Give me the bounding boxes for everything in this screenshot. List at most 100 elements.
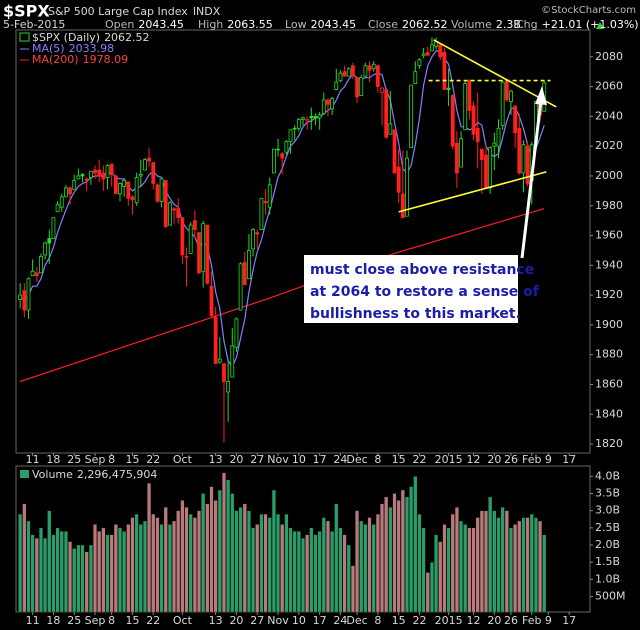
quote-label: Chg [516, 18, 538, 31]
candle-body [438, 44, 443, 58]
x-tick-label: 9 [545, 453, 552, 466]
candle-body [484, 154, 488, 189]
volume-bar [434, 534, 439, 613]
candle-body [247, 250, 251, 280]
volume-bar [342, 534, 347, 613]
volume-bar [180, 500, 185, 613]
candle-body [167, 202, 172, 226]
volume-bar [375, 513, 380, 613]
candle-body [271, 148, 276, 174]
x-tick-label: 13 [209, 614, 223, 627]
candle-body [380, 87, 384, 93]
volume-bar [542, 534, 547, 613]
volume-bar [321, 517, 326, 613]
volume-bar [147, 483, 152, 613]
volume-bar [450, 513, 455, 613]
candle-body [134, 177, 139, 204]
volume-bar [39, 527, 43, 613]
candle-body [359, 77, 364, 96]
candle-body [351, 65, 355, 77]
volume-bar [51, 534, 56, 613]
x-tick-label: 26 [504, 614, 518, 627]
x-tick-label: 22 [412, 614, 426, 627]
volume-bar [301, 537, 305, 613]
candle-body [51, 217, 56, 239]
volume-bar [409, 486, 414, 613]
candle-body [471, 105, 476, 135]
quote-value: 2043.45 [138, 18, 184, 31]
trendline [433, 39, 557, 108]
volume-bar [251, 527, 256, 613]
volume-bar [222, 472, 226, 613]
volume-bar [271, 489, 276, 613]
symbol: $SPX [3, 2, 50, 21]
candle-body [479, 148, 484, 160]
volume-bar [72, 548, 77, 613]
x-tick-label: Dec [346, 614, 367, 627]
quote-value: 2062.52 [402, 18, 448, 31]
volume-bar [255, 524, 260, 613]
volume-bar [63, 531, 68, 613]
x-tick-label: 17 [562, 614, 576, 627]
candle-body [409, 84, 414, 149]
x-tick-label: 17 [313, 453, 327, 466]
candle-body [488, 147, 493, 189]
quote-field: Volume 2.3B [451, 18, 521, 31]
x-tick-label: 25 [67, 614, 81, 627]
candle-body [130, 196, 135, 201]
volume-bar [284, 513, 289, 613]
volume-bar [413, 476, 418, 613]
y-tick-label: 3.5B [595, 486, 620, 499]
candle-body [367, 65, 372, 71]
candle-body [188, 224, 193, 254]
trendline [398, 171, 547, 213]
candle-body [151, 162, 156, 184]
volume-bar [350, 565, 355, 613]
candle-body [301, 117, 305, 120]
volume-bar [417, 513, 422, 613]
x-tick-label: 18 [46, 614, 60, 627]
volume-bar [101, 527, 106, 613]
description-text: S&P 500 Large Cap Index [48, 5, 188, 18]
candle-body [22, 290, 27, 311]
volume-bar [242, 503, 247, 613]
candle-body [242, 261, 247, 286]
candle-body [417, 59, 422, 67]
x-tick-label: 22 [146, 453, 160, 466]
x-tick-label: 27 [250, 453, 264, 466]
x-tick-label: Feb [522, 453, 541, 466]
candle-body [309, 115, 314, 119]
x-tick-label: Sep [85, 614, 106, 627]
candle-body [213, 317, 218, 365]
candle-body [371, 63, 376, 70]
x-tick-label: 8 [108, 614, 115, 627]
volume-bar [151, 513, 156, 613]
y-tick-label: 1920 [595, 288, 623, 301]
volume-bar [438, 541, 443, 613]
volume-bar [267, 517, 272, 613]
candle-body [430, 44, 434, 52]
volume-bar [467, 527, 472, 613]
volume-bar [388, 507, 393, 613]
volume-bar [184, 507, 189, 613]
volume-bar [317, 531, 322, 613]
candle-body [305, 118, 310, 122]
volume-bar [122, 531, 127, 613]
legend-name: MA(5) [32, 42, 65, 55]
annotation-arrowhead [535, 86, 547, 105]
volume-bar [30, 534, 35, 613]
volume-bar [421, 527, 426, 613]
volume-bar [97, 531, 102, 613]
volume-bar [504, 510, 509, 613]
y-tick-label: 1820 [595, 437, 623, 450]
candle-body [392, 129, 397, 174]
legend-value: 1978.09 [83, 53, 129, 66]
legend-value: 2062.52 [104, 31, 150, 44]
candle-body [317, 114, 322, 119]
volume-bar [18, 513, 23, 613]
volume-bar [192, 517, 197, 613]
volume-bar [47, 510, 52, 613]
candle-body [230, 345, 235, 378]
y-tick-label: 2.0B [595, 538, 620, 551]
x-tick-label: 20 [487, 453, 501, 466]
